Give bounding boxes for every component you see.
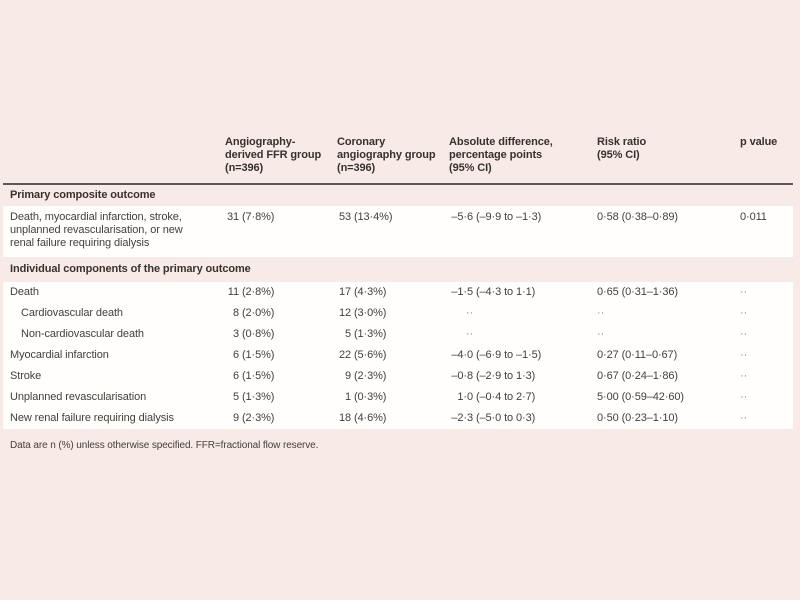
value-cell: 5 (1·3%) [344, 328, 387, 340]
value-cell: –0·8 (–2·9 to 1·3) [451, 370, 536, 382]
value-cell: 6 (1·5%) [232, 349, 275, 361]
section-title: Individual components of the primary out… [10, 263, 251, 275]
value-cell: ·· [740, 412, 748, 424]
table-row: Death, myocardial infarction, stroke, un… [3, 206, 793, 257]
row-label: Unplanned revascularisation [10, 391, 147, 403]
value-cell: 17 (4·3%) [338, 286, 387, 298]
value-cell: 11 (2·8%) [227, 286, 275, 298]
table-row: Myocardial infarction 6 (1·5%) 22 (5·6%) –4… [3, 345, 793, 366]
row-label: Death [10, 286, 39, 298]
value-cell: ·· [597, 328, 605, 340]
value-cell: –4·0 (–6·9 to –1·5) [451, 349, 542, 361]
value-cell: 0·67 (0·24–1·86) [597, 370, 678, 382]
value-cell: 0·58 (0·38–0·89) [597, 211, 678, 223]
header-p-value: p value [740, 136, 778, 148]
value-cell: 0·011 [740, 211, 767, 223]
value-cell: ·· [740, 307, 748, 319]
table-header-row: Angiography- derived FFR group (n=396) C… [3, 0, 793, 183]
value-cell: ·· [597, 307, 605, 319]
table-row: Death 11 (2·8%) 17 (4·3%) –1·5 (–4·3 to 1·1… [3, 282, 793, 303]
value-cell: ·· [465, 307, 473, 319]
value-cell: 6 (1·5%) [232, 370, 275, 382]
value-cell: 1 (0·3%) [344, 391, 387, 403]
value-cell: 53 (13·4%) [338, 211, 393, 223]
value-cell: ·· [465, 328, 473, 340]
value-cell: 9 (2·3%) [344, 370, 387, 382]
value-cell: 0·65 (0·31–1·36) [597, 286, 678, 298]
header-absolute-difference: Absolute difference, percentage points (… [449, 136, 553, 174]
outcomes-table: Angiography- derived FFR group (n=396) C… [3, 0, 793, 452]
value-cell: 0·50 (0·23–1·10) [597, 412, 678, 424]
row-label: Myocardial infarction [10, 349, 109, 361]
value-cell: 5 (1·3%) [232, 391, 275, 403]
value-cell: 12 (3·0%) [338, 307, 387, 319]
table-row: Stroke 6 (1·5%) 9 (2·3%) –0·8 (–2·9 to 1·3)… [3, 366, 793, 387]
row-label: New renal failure requiring dialysis [10, 412, 174, 424]
section-title: Primary composite outcome [10, 189, 156, 201]
header-ffr-group: Angiography- derived FFR group (n=396) [225, 136, 322, 174]
table-body: Primary composite outcome Death, myocardi… [3, 185, 793, 429]
value-cell: 31 (7·8%) [226, 211, 275, 223]
value-cell: ·· [740, 328, 748, 340]
row-label: Death, myocardial infarction, stroke, un… [10, 211, 183, 249]
table-row: Cardiovascular death 8 (2·0%) 12 (3·0%) ·· ·… [3, 303, 793, 324]
header-rule [3, 183, 793, 185]
section-header: Primary composite outcome [3, 185, 793, 206]
value-cell: –5·6 (–9·9 to –1·3) [451, 211, 542, 223]
row-label: Non-cardiovascular death [21, 328, 144, 340]
table-row: Unplanned revascularisation 5 (1·3%) 1 (0·… [3, 387, 793, 408]
header-risk-ratio: Risk ratio (95% CI) [597, 136, 647, 161]
table-footnote: Data are n (%) unless otherwise specifie… [10, 440, 319, 451]
value-cell: 5·00 (0·59–42·60) [597, 391, 684, 403]
value-cell: 18 (4·6%) [338, 412, 387, 424]
value-cell: 3 (0·8%) [232, 328, 275, 340]
value-cell: –1·5 (–4·3 to 1·1) [451, 286, 536, 298]
row-label: Stroke [10, 370, 42, 382]
table-row: New renal failure requiring dialysis 9 (2… [3, 408, 793, 429]
value-cell: 22 (5·6%) [338, 349, 387, 361]
value-cell: ·· [740, 286, 748, 298]
table-row: Non-cardiovascular death 3 (0·8%) 5 (1·3%)… [3, 324, 793, 345]
section-header: Individual components of the primary out… [3, 257, 793, 282]
value-cell: –2·3 (–5·0 to 0·3) [451, 412, 536, 424]
value-cell: ·· [740, 391, 748, 403]
value-cell: 0·27 (0·11–0·67) [597, 349, 678, 361]
value-cell: 9 (2·3%) [232, 412, 275, 424]
value-cell: ·· [740, 349, 748, 361]
value-cell: ·· [740, 370, 748, 382]
header-angiography-group: Coronary angiography group (n=396) [337, 136, 436, 174]
row-label: Cardiovascular death [21, 307, 123, 319]
value-cell: 8 (2·0%) [232, 307, 275, 319]
value-cell: 1·0 (–0·4 to 2·7) [457, 391, 536, 403]
